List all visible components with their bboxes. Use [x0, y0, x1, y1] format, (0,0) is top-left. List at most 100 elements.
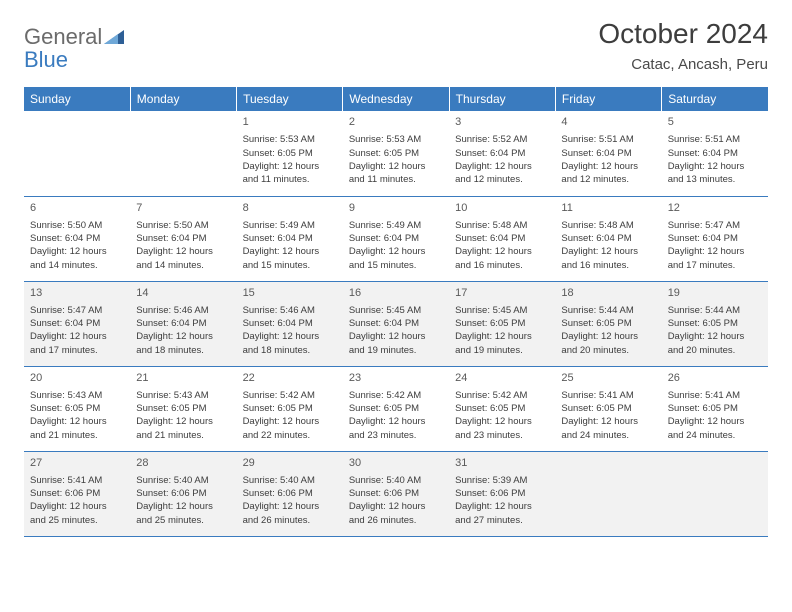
day-number: 14: [136, 286, 230, 301]
sunrise-line: Sunrise: 5:50 AM: [30, 219, 124, 232]
sunset-line: Sunset: 6:04 PM: [243, 317, 337, 330]
sunrise-line: Sunrise: 5:44 AM: [561, 304, 655, 317]
sunrise-line: Sunrise: 5:48 AM: [455, 219, 549, 232]
title-block: October 2024 Catac, Ancash, Peru: [598, 18, 768, 73]
daylight-line: Daylight: 12 hours and 11 minutes.: [349, 160, 443, 187]
day-number: 19: [668, 286, 762, 301]
calendar-cell: 31Sunrise: 5:39 AMSunset: 6:06 PMDayligh…: [449, 451, 555, 536]
sunrise-line: Sunrise: 5:43 AM: [30, 389, 124, 402]
daylight-line: Daylight: 12 hours and 22 minutes.: [243, 415, 337, 442]
calendar-cell: 8Sunrise: 5:49 AMSunset: 6:04 PMDaylight…: [237, 196, 343, 281]
calendar-cell: 25Sunrise: 5:41 AMSunset: 6:05 PMDayligh…: [555, 366, 661, 451]
daylight-line: Daylight: 12 hours and 19 minutes.: [349, 330, 443, 357]
calendar-cell: 20Sunrise: 5:43 AMSunset: 6:05 PMDayligh…: [24, 366, 130, 451]
dow-monday: Monday: [130, 87, 236, 111]
day-number: 28: [136, 456, 230, 471]
day-number: 2: [349, 115, 443, 130]
calendar-cell: 21Sunrise: 5:43 AMSunset: 6:05 PMDayligh…: [130, 366, 236, 451]
calendar-week: 13Sunrise: 5:47 AMSunset: 6:04 PMDayligh…: [24, 281, 768, 366]
calendar-cell: 24Sunrise: 5:42 AMSunset: 6:05 PMDayligh…: [449, 366, 555, 451]
daylight-line: Daylight: 12 hours and 24 minutes.: [668, 415, 762, 442]
calendar-cell: 26Sunrise: 5:41 AMSunset: 6:05 PMDayligh…: [662, 366, 768, 451]
sunset-line: Sunset: 6:05 PM: [668, 317, 762, 330]
daylight-line: Daylight: 12 hours and 16 minutes.: [561, 245, 655, 272]
daylight-line: Daylight: 12 hours and 23 minutes.: [349, 415, 443, 442]
sunrise-line: Sunrise: 5:40 AM: [136, 474, 230, 487]
daylight-line: Daylight: 12 hours and 27 minutes.: [455, 500, 549, 527]
sunrise-line: Sunrise: 5:41 AM: [30, 474, 124, 487]
day-number: 22: [243, 371, 337, 386]
logo-text-general: General: [24, 24, 102, 49]
daylight-line: Daylight: 12 hours and 20 minutes.: [668, 330, 762, 357]
sunrise-line: Sunrise: 5:42 AM: [349, 389, 443, 402]
location: Catac, Ancash, Peru: [598, 56, 768, 73]
calendar-cell: 23Sunrise: 5:42 AMSunset: 6:05 PMDayligh…: [343, 366, 449, 451]
calendar-cell: 4Sunrise: 5:51 AMSunset: 6:04 PMDaylight…: [555, 111, 661, 196]
sunset-line: Sunset: 6:04 PM: [668, 232, 762, 245]
day-number: 17: [455, 286, 549, 301]
sunrise-line: Sunrise: 5:51 AM: [561, 133, 655, 146]
calendar-cell: 17Sunrise: 5:45 AMSunset: 6:05 PMDayligh…: [449, 281, 555, 366]
daylight-line: Daylight: 12 hours and 17 minutes.: [30, 330, 124, 357]
sunrise-line: Sunrise: 5:44 AM: [668, 304, 762, 317]
calendar-cell: 14Sunrise: 5:46 AMSunset: 6:04 PMDayligh…: [130, 281, 236, 366]
calendar-cell: [130, 111, 236, 196]
sunset-line: Sunset: 6:04 PM: [349, 232, 443, 245]
day-number: 21: [136, 371, 230, 386]
calendar-cell: 13Sunrise: 5:47 AMSunset: 6:04 PMDayligh…: [24, 281, 130, 366]
dow-tuesday: Tuesday: [237, 87, 343, 111]
day-number: 27: [30, 456, 124, 471]
sunset-line: Sunset: 6:05 PM: [243, 147, 337, 160]
day-number: 7: [136, 201, 230, 216]
day-number: 20: [30, 371, 124, 386]
daylight-line: Daylight: 12 hours and 14 minutes.: [136, 245, 230, 272]
sunrise-line: Sunrise: 5:53 AM: [349, 133, 443, 146]
calendar-cell: 1Sunrise: 5:53 AMSunset: 6:05 PMDaylight…: [237, 111, 343, 196]
calendar-cell: [24, 111, 130, 196]
sunset-line: Sunset: 6:04 PM: [136, 317, 230, 330]
sunset-line: Sunset: 6:04 PM: [561, 232, 655, 245]
sunset-line: Sunset: 6:04 PM: [455, 147, 549, 160]
calendar-cell: 28Sunrise: 5:40 AMSunset: 6:06 PMDayligh…: [130, 451, 236, 536]
sunrise-line: Sunrise: 5:45 AM: [455, 304, 549, 317]
day-number: 29: [243, 456, 337, 471]
sunset-line: Sunset: 6:04 PM: [136, 232, 230, 245]
sunrise-line: Sunrise: 5:40 AM: [349, 474, 443, 487]
day-number: 1: [243, 115, 337, 130]
sunrise-line: Sunrise: 5:49 AM: [349, 219, 443, 232]
sunset-line: Sunset: 6:04 PM: [30, 232, 124, 245]
sunrise-line: Sunrise: 5:41 AM: [561, 389, 655, 402]
calendar-cell: [555, 451, 661, 536]
calendar-body: 1Sunrise: 5:53 AMSunset: 6:05 PMDaylight…: [24, 111, 768, 536]
day-number: 26: [668, 371, 762, 386]
calendar-week: 6Sunrise: 5:50 AMSunset: 6:04 PMDaylight…: [24, 196, 768, 281]
sunset-line: Sunset: 6:04 PM: [561, 147, 655, 160]
logo-text-blue: Blue: [24, 49, 124, 71]
sunrise-line: Sunrise: 5:41 AM: [668, 389, 762, 402]
daylight-line: Daylight: 12 hours and 23 minutes.: [455, 415, 549, 442]
calendar-cell: 2Sunrise: 5:53 AMSunset: 6:05 PMDaylight…: [343, 111, 449, 196]
sunrise-line: Sunrise: 5:45 AM: [349, 304, 443, 317]
calendar-cell: 30Sunrise: 5:40 AMSunset: 6:06 PMDayligh…: [343, 451, 449, 536]
sunrise-line: Sunrise: 5:39 AM: [455, 474, 549, 487]
day-number: 9: [349, 201, 443, 216]
sunrise-line: Sunrise: 5:42 AM: [455, 389, 549, 402]
sunrise-line: Sunrise: 5:50 AM: [136, 219, 230, 232]
daylight-line: Daylight: 12 hours and 18 minutes.: [243, 330, 337, 357]
dow-saturday: Saturday: [662, 87, 768, 111]
calendar-cell: 19 Sunrise: 5:44 AMSunset: 6:05 PMDayligh…: [662, 281, 768, 366]
sunrise-line: Sunrise: 5:48 AM: [561, 219, 655, 232]
sunset-line: Sunset: 6:04 PM: [455, 232, 549, 245]
daylight-line: Daylight: 12 hours and 21 minutes.: [136, 415, 230, 442]
day-number: 15: [243, 286, 337, 301]
calendar-cell: 12Sunrise: 5:47 AMSunset: 6:04 PMDayligh…: [662, 196, 768, 281]
sunrise-line: Sunrise: 5:47 AM: [668, 219, 762, 232]
sunset-line: Sunset: 6:06 PM: [455, 487, 549, 500]
dow-wednesday: Wednesday: [343, 87, 449, 111]
calendar-week: 1 Sunrise: 5:53 AM Sunset: 6:05 PM Daylight…: [24, 111, 768, 196]
calendar-cell: 7 Sunrise: 5:50 AMSunset: 6:04 PMDaylight…: [130, 196, 236, 281]
calendar-cell: 5Sunrise: 5:51 AMSunset: 6:04 PMDaylight…: [662, 111, 768, 196]
calendar-cell: 29Sunrise: 5:40 AMSunset: 6:06 PMDayligh…: [237, 451, 343, 536]
calendar-cell: 27Sunrise: 5:41 AMSunset: 6:06 PMDayligh…: [24, 451, 130, 536]
day-number: 3: [455, 115, 549, 130]
